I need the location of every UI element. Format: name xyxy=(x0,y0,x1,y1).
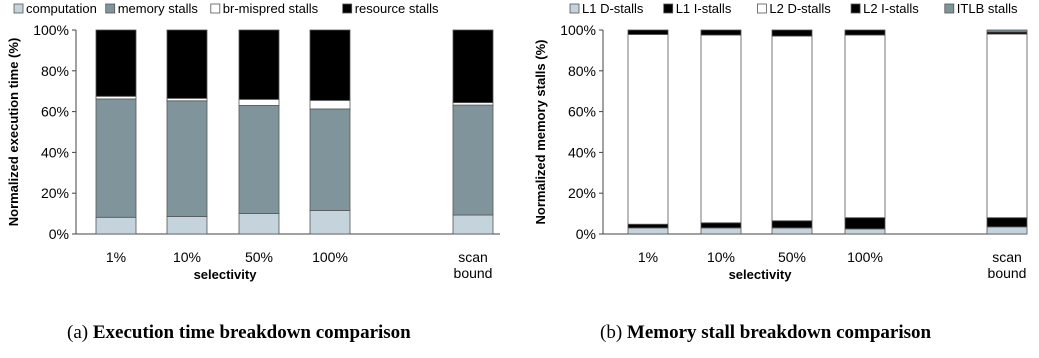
legend-label-1: memory stalls xyxy=(118,1,199,16)
bar-segment-2-3 xyxy=(238,29,280,100)
y-tick-label: 100% xyxy=(33,22,69,38)
bar-segment-2-3 xyxy=(771,29,813,37)
bar-segment-3-1 xyxy=(309,108,351,211)
legend-swatch-3 xyxy=(850,3,861,14)
caption-b: (b) Memory stall breakdown comparison xyxy=(600,322,931,344)
x-tick-label-2: 50% xyxy=(245,249,273,265)
legend-swatch-2 xyxy=(210,3,221,14)
x-tick-label-3: 100% xyxy=(847,249,883,265)
legend-label-1: L1 I-stalls xyxy=(676,1,732,16)
bar-segment-2-0 xyxy=(771,227,813,235)
bar-segment-1-2 xyxy=(700,34,742,224)
execution-time-chart: computation memory stalls br-mispred stall… xyxy=(6,1,500,282)
legend-swatch-1 xyxy=(105,3,116,14)
x-axis-title: selectivity xyxy=(729,267,793,282)
bar-segment-4-0 xyxy=(452,214,494,235)
bar-segment-3-3 xyxy=(844,29,886,36)
bar-segment-2-1 xyxy=(238,105,280,214)
legend-label-4: ITLB stalls xyxy=(957,1,1018,16)
bar-segment-0-3 xyxy=(95,29,137,97)
y-tick-label: 100% xyxy=(560,22,596,38)
caption-a: (a) Execution time breakdown comparison xyxy=(67,322,411,344)
legend-label-2: br-mispred stalls xyxy=(223,1,319,16)
bar-segment-4-2 xyxy=(986,33,1028,219)
chart-panel-b: L1 D-stalls L1 I-stalls L2 D-stalls L2 I-st… xyxy=(533,0,1039,300)
y-tick-label: 20% xyxy=(41,185,69,201)
bar-segment-4-0 xyxy=(986,226,1028,235)
bar-segment-3-0 xyxy=(844,228,886,235)
x-tick-label-2: 50% xyxy=(778,249,806,265)
bar-segment-1-1 xyxy=(166,100,208,217)
caption-b-prefix: (b) xyxy=(600,322,623,343)
x-tick-label-0: 1% xyxy=(638,249,658,265)
y-axis-title: Normalized execution time (%) xyxy=(6,38,21,227)
y-tick-label: 80% xyxy=(568,63,596,79)
caption-b-text: Memory stall breakdown comparison xyxy=(626,322,932,343)
bar-segment-1-0 xyxy=(700,227,742,235)
bar-segment-4-3 xyxy=(452,29,494,104)
legend-label-3: L2 I-stalls xyxy=(863,1,919,16)
bar-segment-2-2 xyxy=(771,35,813,222)
bar-segment-4-1 xyxy=(452,104,494,216)
y-tick-label: 60% xyxy=(568,104,596,120)
legend-swatch-3 xyxy=(342,3,353,14)
y-tick-label: 60% xyxy=(41,104,69,120)
y-axis-title: Normalized memory stalls (%) xyxy=(533,40,548,225)
legend-swatch-0 xyxy=(13,3,24,14)
bar-segment-1-3 xyxy=(700,29,742,36)
caption-a-text: Execution time breakdown comparison xyxy=(92,322,411,343)
bar-segment-1-3 xyxy=(166,29,208,99)
bar-segment-4-4 xyxy=(986,29,1028,33)
bar-segment-4-1 xyxy=(986,217,1028,228)
bar-segment-2-1 xyxy=(771,220,813,229)
y-tick-label: 0% xyxy=(576,226,596,242)
bar-segment-0-1 xyxy=(627,223,669,229)
y-tick-label: 80% xyxy=(41,63,69,79)
bar-segment-3-2 xyxy=(309,99,351,110)
x-axis-title: selectivity xyxy=(194,267,258,282)
legend-swatch-4 xyxy=(944,3,955,14)
bar-segment-0-1 xyxy=(95,98,137,218)
y-tick-label: 20% xyxy=(568,185,596,201)
legend-label-2: L2 D-stalls xyxy=(769,1,831,16)
bar-segment-1-1 xyxy=(700,222,742,229)
x-tick-label-4: scan xyxy=(458,249,488,265)
caption-a-prefix: (a) xyxy=(67,322,89,343)
legend-label-0: L1 D-stalls xyxy=(582,1,644,16)
bar-segment-3-1 xyxy=(844,217,886,230)
legend-label-3: resource stalls xyxy=(355,1,439,16)
x-tick-label-4: scan xyxy=(992,249,1022,265)
memory-stall-chart: L1 D-stalls L1 I-stalls L2 D-stalls L2 I-st… xyxy=(533,1,1028,282)
bar-segment-0-0 xyxy=(627,227,669,235)
y-tick-label: 40% xyxy=(568,144,596,160)
x-tick-label-3: 100% xyxy=(312,249,348,265)
x-tick-label-1: 10% xyxy=(707,249,735,265)
bar-segment-3-3 xyxy=(309,29,351,101)
bar-segment-0-2 xyxy=(627,34,669,225)
legend-label-0: computation xyxy=(26,1,97,16)
bar-segment-1-0 xyxy=(166,216,208,235)
x-tick-label-4: bound xyxy=(988,265,1027,281)
chart-panel-a: computation memory stalls br-mispred stall… xyxy=(0,0,520,300)
x-tick-label-0: 1% xyxy=(106,249,126,265)
bar-segment-3-2 xyxy=(844,34,886,219)
legend-swatch-1 xyxy=(663,3,674,14)
bar-segment-2-2 xyxy=(238,98,280,106)
bar-segment-2-0 xyxy=(238,212,280,235)
legend-swatch-2 xyxy=(756,3,767,14)
bar-segment-3-0 xyxy=(309,210,351,235)
bar-segment-0-0 xyxy=(95,216,137,235)
y-tick-label: 40% xyxy=(41,144,69,160)
legend-swatch-0 xyxy=(569,3,580,14)
bar-segment-0-3 xyxy=(627,29,669,35)
x-tick-label-1: 10% xyxy=(173,249,201,265)
y-tick-label: 0% xyxy=(49,226,69,242)
x-tick-label-4: bound xyxy=(454,265,493,281)
